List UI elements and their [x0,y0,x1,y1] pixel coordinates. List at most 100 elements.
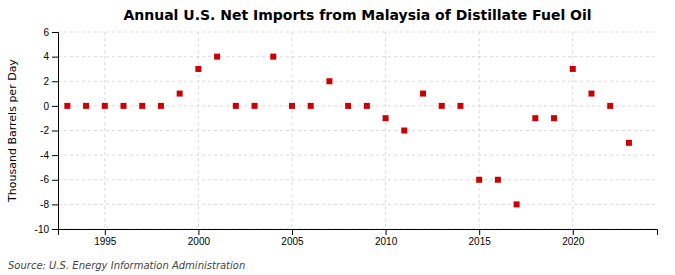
x-axis-tick-mark [292,229,293,235]
point [102,103,108,109]
y-axis-tick: -4 [40,150,58,161]
grid [58,32,657,229]
title: Annual U.S. Net Imports from Malaysia of… [123,7,591,23]
grid-line-x [479,32,480,229]
point [326,78,332,84]
y-axis-tick-label: 6 [43,27,49,38]
x-axis-tick-mark [105,229,106,235]
x-axis-tick-label: 1995 [94,236,117,247]
point [570,66,576,72]
y-axis-tick-mark [52,155,58,156]
x-axis-tick: 1995 [94,229,117,247]
x-axis-tick-mark [573,229,574,235]
y-axis-tick-mark [52,81,58,82]
x-axis-tick-mark [198,229,199,235]
grid-line-y [58,81,657,82]
source: Source: U.S. Energy Information Administ… [8,260,245,271]
point [626,140,632,146]
x-axis-tick-label: 2010 [375,236,398,247]
point [252,103,258,109]
grid-line-x [572,32,573,229]
point [476,177,482,183]
y-axis: -10 -8 -6 -4 -2 0 2 4 6 [35,27,59,235]
x-axis-tick: 2005 [281,229,304,247]
y-axis-tick: -10 [35,224,58,235]
y-axis-tick-label: -6 [40,174,49,185]
point [607,103,613,109]
point [83,103,89,109]
point [420,91,426,97]
point [514,201,520,207]
point [457,103,463,109]
point [401,128,407,134]
grid-line-x [385,32,386,229]
x-axis-tick-label: 2015 [469,236,492,247]
point [551,115,557,121]
y-axis-tick-mark [52,204,58,205]
grid-line-y [58,155,657,156]
point [64,103,70,109]
grid-line-x [104,32,105,229]
point [158,103,164,109]
grid-line-x [198,32,199,229]
point [495,177,501,183]
x-axis-tick: 2015 [469,229,492,247]
grid-line-y [58,32,657,33]
point [345,103,351,109]
y-axis-tick: 4 [43,51,58,62]
grid-line-y [58,56,657,57]
point [139,103,145,109]
point [364,103,370,109]
y-axis-tick: -8 [40,199,58,210]
grid-line-y [58,179,657,180]
grid-line-x [291,32,292,229]
point [214,54,220,60]
x-axis: 1995 2000 2005 2010 2015 2020 [59,229,658,247]
point [439,103,445,109]
point [289,103,295,109]
y-axis-tick: -2 [40,125,58,136]
x-axis-tick: 2020 [562,229,585,247]
x-axis-line [59,230,658,236]
x-axis-tick: 2010 [375,229,398,247]
point [270,54,276,60]
y-axis-tick-label: -8 [40,199,49,210]
y-axis-tick: 6 [43,27,58,38]
plot: 1995 2000 2005 2010 2015 2020 -10 -8 -6 -4 -2 0 2 4 6 [35,27,658,247]
x-axis-tick-label: 2005 [281,236,304,247]
y-axis-tick-label: 0 [43,101,49,112]
y-axis-tick: -6 [40,174,58,185]
y-axis-tick-mark [52,131,58,132]
point [195,66,201,72]
point [121,103,127,109]
y-axis-tick-mark [52,229,58,230]
y-axis-tick-mark [52,180,58,181]
y-axis-tick-label: 2 [43,76,49,87]
chart: 1995 2000 2005 2010 2015 2020 -10 -8 -6 -4 -2 0 2 4 6 A… [0,0,675,275]
y-axis-tick: 0 [43,101,58,112]
x-axis-tick-mark [479,229,480,235]
x-axis-tick-label: 2020 [562,236,585,247]
x-axis-tick-label: 2000 [188,236,211,247]
point [233,103,239,109]
grid-line-y [58,204,657,205]
y-axis-tick-label: -2 [40,125,49,136]
y-axis-tick-label: 4 [43,51,49,62]
point [383,115,389,121]
y-axis-title: Thousand Barrels per Day [6,59,19,203]
point [532,115,538,121]
y-axis-tick-mark [52,57,58,58]
points [64,54,632,208]
x-axis-tick-mark [386,229,387,235]
x-axis-tick: 2000 [188,229,211,247]
point [308,103,314,109]
point [177,91,183,97]
y-axis-tick-mark [52,32,58,33]
y-axis-line [52,33,59,230]
y-axis-tick-label: -10 [35,224,50,235]
y-axis-tick-mark [52,106,58,107]
y-axis-tick: 2 [43,76,58,87]
y-axis-tick-label: -4 [40,150,49,161]
grid-line-y [58,105,657,106]
point [588,91,594,97]
